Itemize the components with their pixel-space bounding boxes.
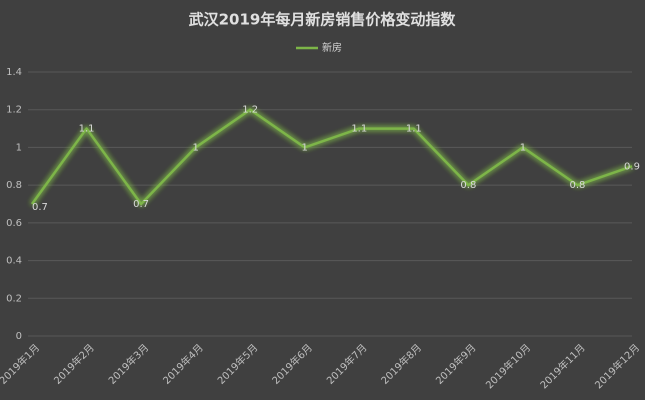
data-label: 0.8 (460, 180, 476, 191)
y-tick-label: 0.8 (6, 180, 22, 191)
y-tick-label: 1.2 (6, 105, 22, 116)
data-label: 0.7 (32, 202, 48, 213)
data-label: 1.1 (79, 124, 95, 135)
line-series (30, 108, 633, 206)
legend-label: 新房 (322, 41, 342, 54)
y-tick-label: 0 (16, 331, 22, 342)
data-label: 0.8 (570, 180, 586, 191)
data-label: 0.9 (624, 161, 640, 172)
data-label: 1.2 (242, 105, 258, 116)
y-tick-label: 1 (16, 142, 22, 153)
data-label: 1.1 (351, 124, 367, 135)
y-tick-label: 0.6 (6, 218, 22, 229)
y-tick-label: 0.2 (6, 293, 22, 304)
data-label: 1 (520, 142, 526, 153)
chart-title: 武汉2019年每月新房销售价格变动指数 (189, 11, 457, 29)
data-label: 0.7 (133, 199, 149, 210)
y-tick-label: 1.4 (6, 67, 22, 78)
data-label: 1 (302, 142, 308, 153)
data-label: 1.1 (406, 124, 422, 135)
data-label: 1 (192, 142, 198, 153)
y-tick-label: 0.4 (6, 256, 22, 267)
